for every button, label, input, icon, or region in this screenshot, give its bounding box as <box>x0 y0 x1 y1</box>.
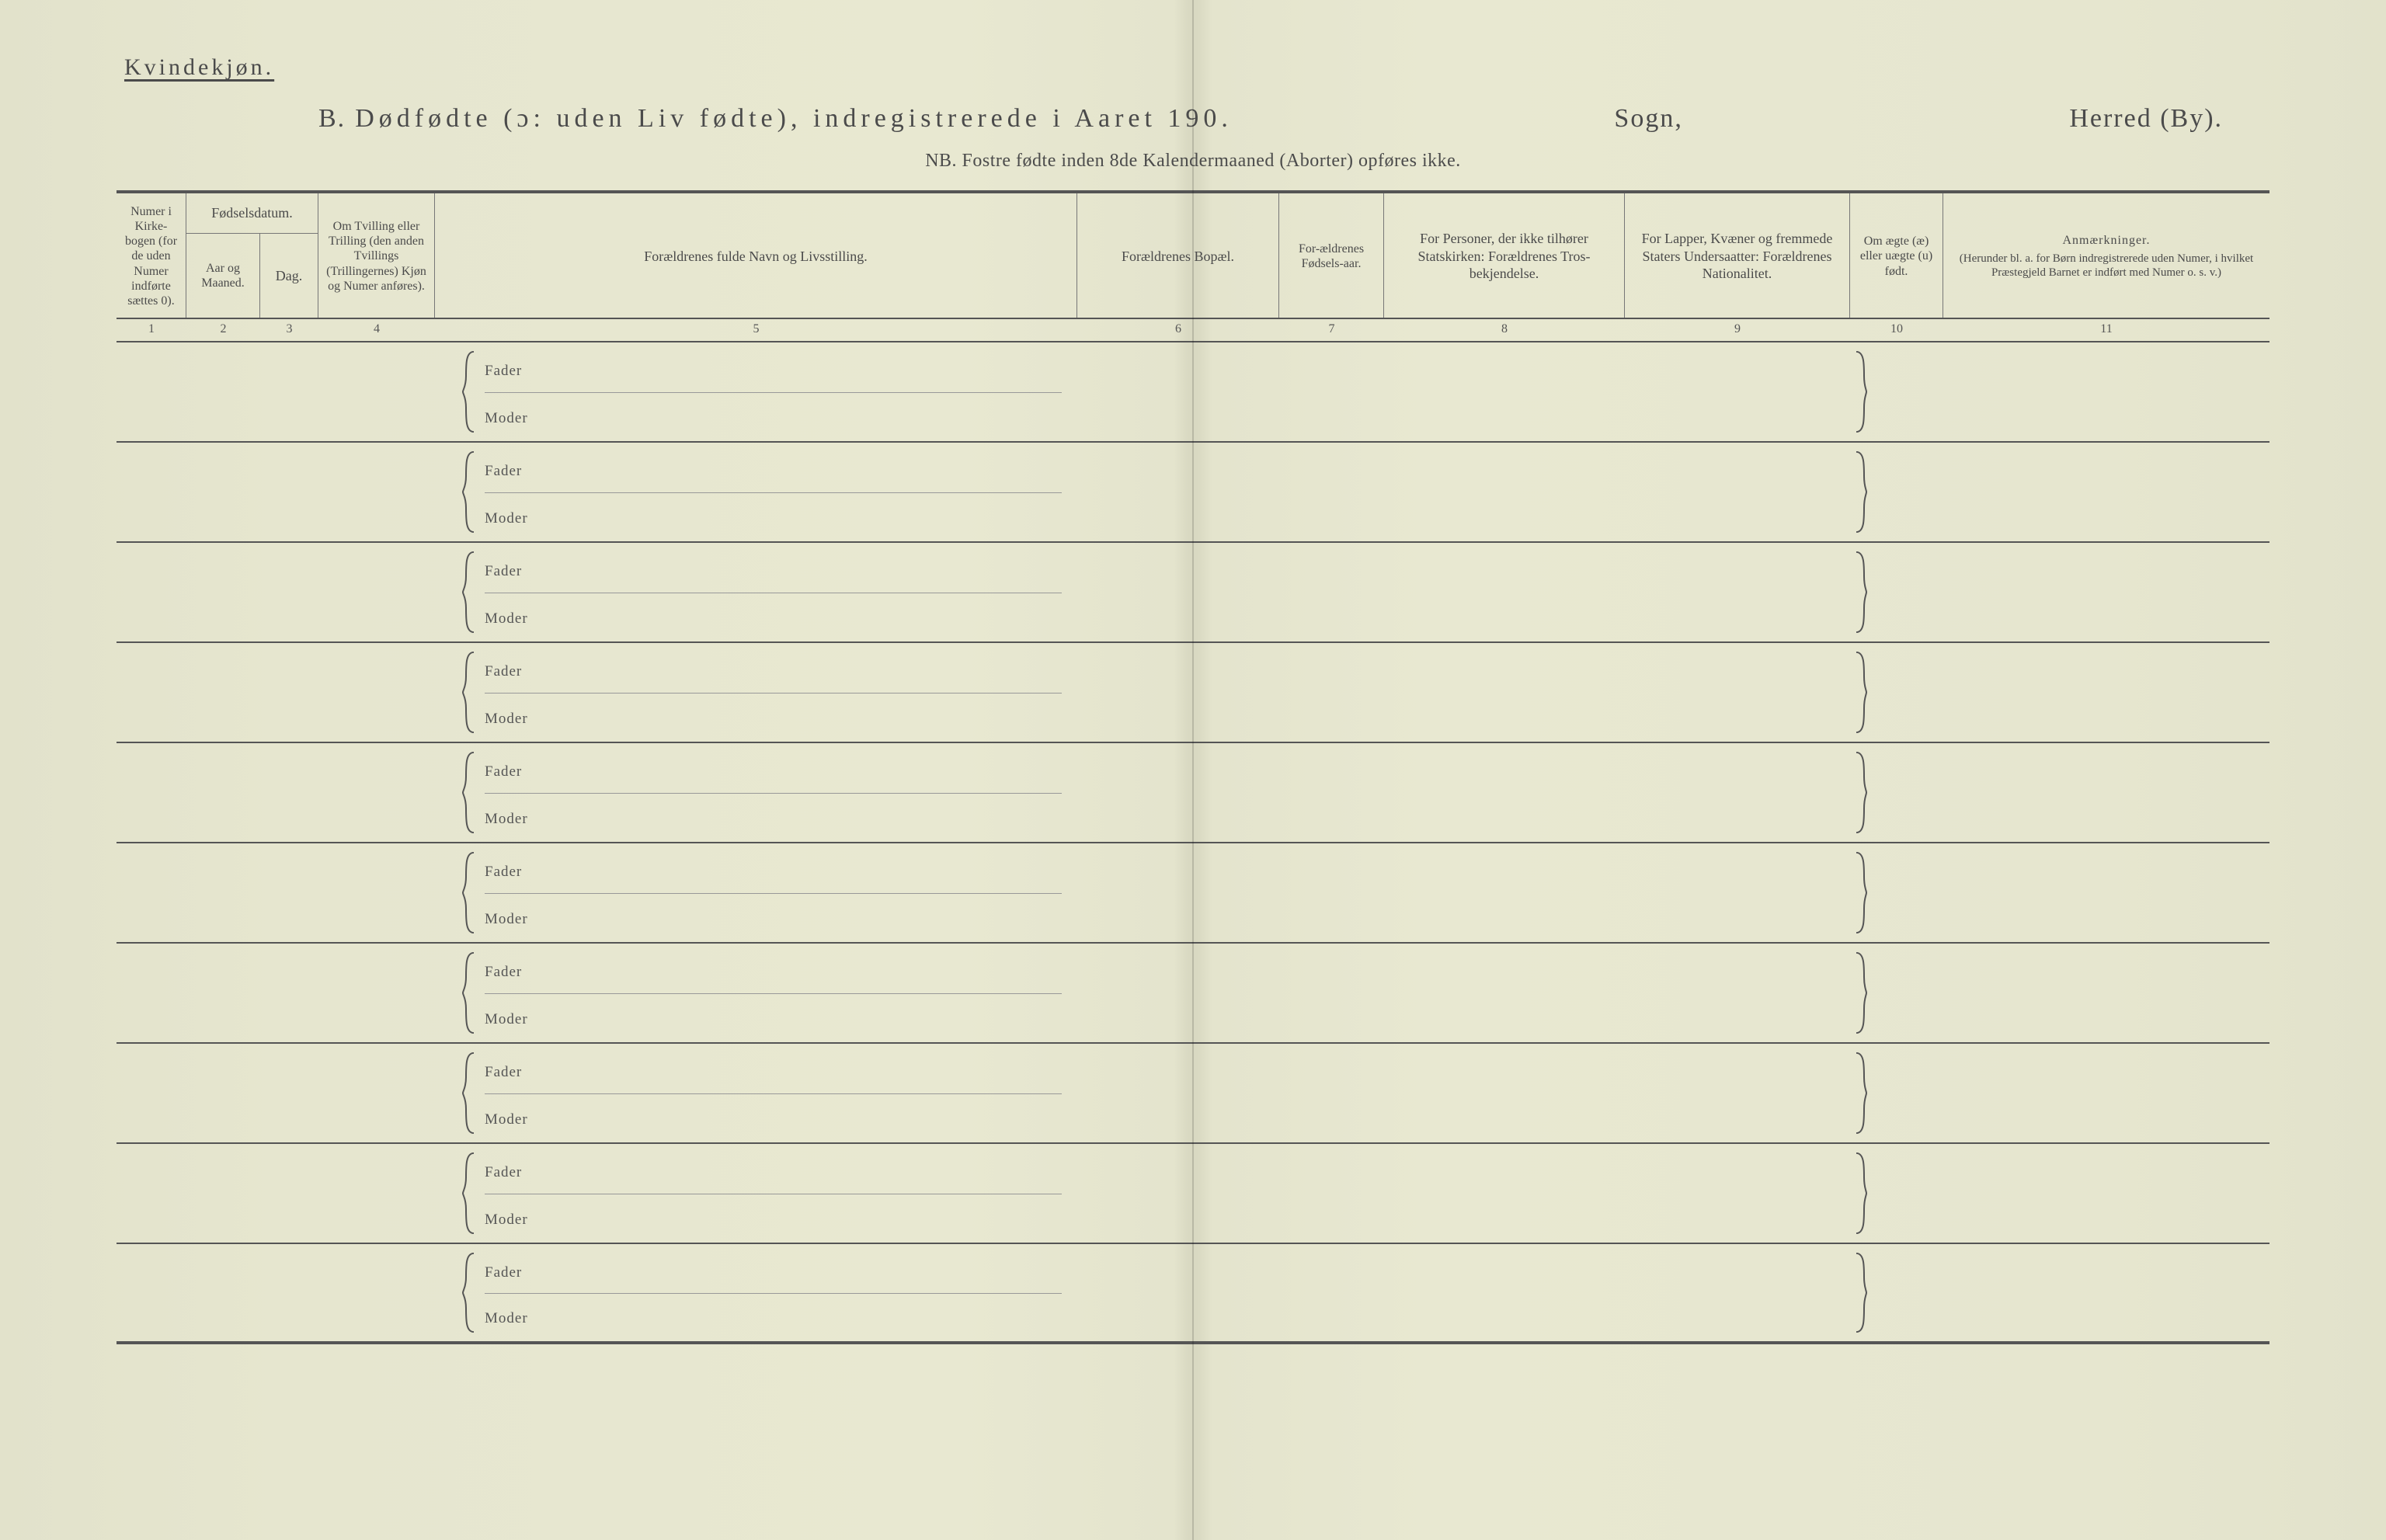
colnum-6: 6 <box>1077 319 1279 341</box>
table-body: Fader Moder Fader Moder <box>117 342 2269 1344</box>
table-row: Fader Moder <box>117 1044 2269 1144</box>
row-subline <box>485 993 1062 994</box>
brace-icon <box>1855 1252 1867 1333</box>
table-row: Fader Moder <box>117 743 2269 843</box>
row-label-fader: Fader <box>485 463 522 480</box>
table-row: Fader Moder <box>117 944 2269 1044</box>
brace-icon <box>461 551 477 634</box>
brace-icon <box>1855 1052 1867 1135</box>
brace-icon <box>461 350 477 433</box>
row-label-fader: Fader <box>485 864 522 881</box>
col-header-dag: Dag. <box>260 234 318 318</box>
colnum-4: 4 <box>318 319 435 341</box>
col-header-anm: Anmærkninger. (Herunder bl. a. for Børn … <box>1943 193 2269 318</box>
row-label-moder: Moder <box>485 610 528 627</box>
document-page: Kvindekjøn. B. Dødfødte (ɔ: uden Liv fød… <box>0 0 2386 1540</box>
table-row: Fader Moder <box>117 443 2269 543</box>
table-row: Fader Moder <box>117 843 2269 944</box>
brace-icon <box>1855 551 1867 634</box>
title-year-dot: . <box>1221 104 1228 133</box>
brace-icon <box>1855 1152 1867 1235</box>
row-subline <box>485 392 1062 393</box>
colnum-5: 5 <box>435 319 1077 341</box>
col-header-date-title: Fødselsdatum. <box>186 193 318 234</box>
col-header-num: Numer i Kirke-bogen (for de uden Numer i… <box>117 193 186 318</box>
brace-icon <box>461 1052 477 1135</box>
brace-icon <box>1855 951 1867 1034</box>
row-label-fader: Fader <box>485 663 522 680</box>
register-table: Numer i Kirke-bogen (for de uden Numer i… <box>117 190 2269 1344</box>
col-header-date: Fødselsdatum. Aar og Maaned. Dag. <box>186 193 318 318</box>
nb-note: NB. Fostre fødte inden 8de Kalendermaane… <box>117 151 2269 172</box>
row-label-fader: Fader <box>485 1064 522 1081</box>
row-label-fader: Fader <box>485 1264 522 1281</box>
table-row: Fader Moder <box>117 1144 2269 1244</box>
brace-icon <box>461 450 477 534</box>
row-label-moder: Moder <box>485 1211 528 1229</box>
col-header-navn: Forældrenes fulde Navn og Livsstilling. <box>435 193 1077 318</box>
row-subline <box>485 1293 1062 1294</box>
row-label-fader: Fader <box>485 763 522 780</box>
col-header-nationalitet: For Lapper, Kvæner og fremmede Staters U… <box>1625 193 1850 318</box>
column-headers: Numer i Kirke-bogen (for de uden Numer i… <box>117 193 2269 319</box>
colnum-3: 3 <box>260 319 318 341</box>
brace-icon <box>461 1152 477 1235</box>
col-header-anm-title: Anmærkninger. <box>2063 234 2151 247</box>
title-row: B. Dødfødte (ɔ: uden Liv fødte), indregi… <box>117 104 2269 134</box>
col-header-aegte: Om ægte (æ) eller uægte (u) født. <box>1850 193 1943 318</box>
row-label-moder: Moder <box>485 1310 528 1327</box>
brace-icon <box>461 1252 477 1333</box>
col-header-tvilling: Om Tvilling eller Trilling (den anden Tv… <box>318 193 435 318</box>
table-row: Fader Moder <box>117 1244 2269 1344</box>
row-label-moder: Moder <box>485 1011 528 1028</box>
brace-icon <box>1855 651 1867 734</box>
row-subline <box>485 1093 1062 1094</box>
sogn-label: Sogn, <box>1614 104 1682 134</box>
herred-label: Herred (By). <box>2069 104 2223 134</box>
column-number-row: 1 2 3 4 5 6 7 8 9 10 11 <box>117 319 2269 342</box>
row-subline <box>485 693 1062 694</box>
row-label-moder: Moder <box>485 911 528 928</box>
col-header-aar: Aar og Maaned. <box>186 234 260 318</box>
colnum-11: 11 <box>1943 319 2269 341</box>
row-label-fader: Fader <box>485 1164 522 1181</box>
row-label-fader: Fader <box>485 964 522 981</box>
row-subline <box>485 492 1062 493</box>
section-letter: B. <box>318 104 346 134</box>
brace-icon <box>461 851 477 934</box>
brace-icon <box>1855 851 1867 934</box>
brace-icon <box>1855 350 1867 433</box>
brace-icon <box>461 751 477 834</box>
page-title: Dødfødte (ɔ: uden Liv fødte), indregistr… <box>355 104 1228 134</box>
colnum-1: 1 <box>117 319 186 341</box>
row-label-moder: Moder <box>485 410 528 427</box>
row-label-moder: Moder <box>485 1111 528 1128</box>
row-label-moder: Moder <box>485 711 528 728</box>
col-header-tros: For Personer, der ikke tilhører Statskir… <box>1384 193 1625 318</box>
row-label-moder: Moder <box>485 510 528 527</box>
colnum-9: 9 <box>1625 319 1850 341</box>
brace-icon <box>461 951 477 1034</box>
colnum-2: 2 <box>186 319 260 341</box>
row-subline <box>485 793 1062 794</box>
gender-heading: Kvindekjøn. <box>124 54 2269 81</box>
brace-icon <box>461 651 477 734</box>
brace-icon <box>1855 450 1867 534</box>
col-header-anm-paren: (Herunder bl. a. for Børn indregistrered… <box>1949 252 2263 280</box>
colnum-10: 10 <box>1850 319 1943 341</box>
row-label-fader: Fader <box>485 363 522 380</box>
col-header-bopael: Forældrenes Bopæl. <box>1077 193 1279 318</box>
colnum-8: 8 <box>1384 319 1625 341</box>
row-label-moder: Moder <box>485 811 528 828</box>
table-row: Fader Moder <box>117 643 2269 743</box>
colnum-7: 7 <box>1279 319 1384 341</box>
table-row: Fader Moder <box>117 543 2269 643</box>
row-subline <box>485 893 1062 894</box>
brace-icon <box>1855 751 1867 834</box>
row-label-fader: Fader <box>485 563 522 580</box>
col-header-foraeldre-aar: For-ældrenes Fødsels-aar. <box>1279 193 1384 318</box>
title-text: Dødfødte (ɔ: uden Liv fødte), indregistr… <box>355 104 1221 133</box>
table-row: Fader Moder <box>117 342 2269 443</box>
